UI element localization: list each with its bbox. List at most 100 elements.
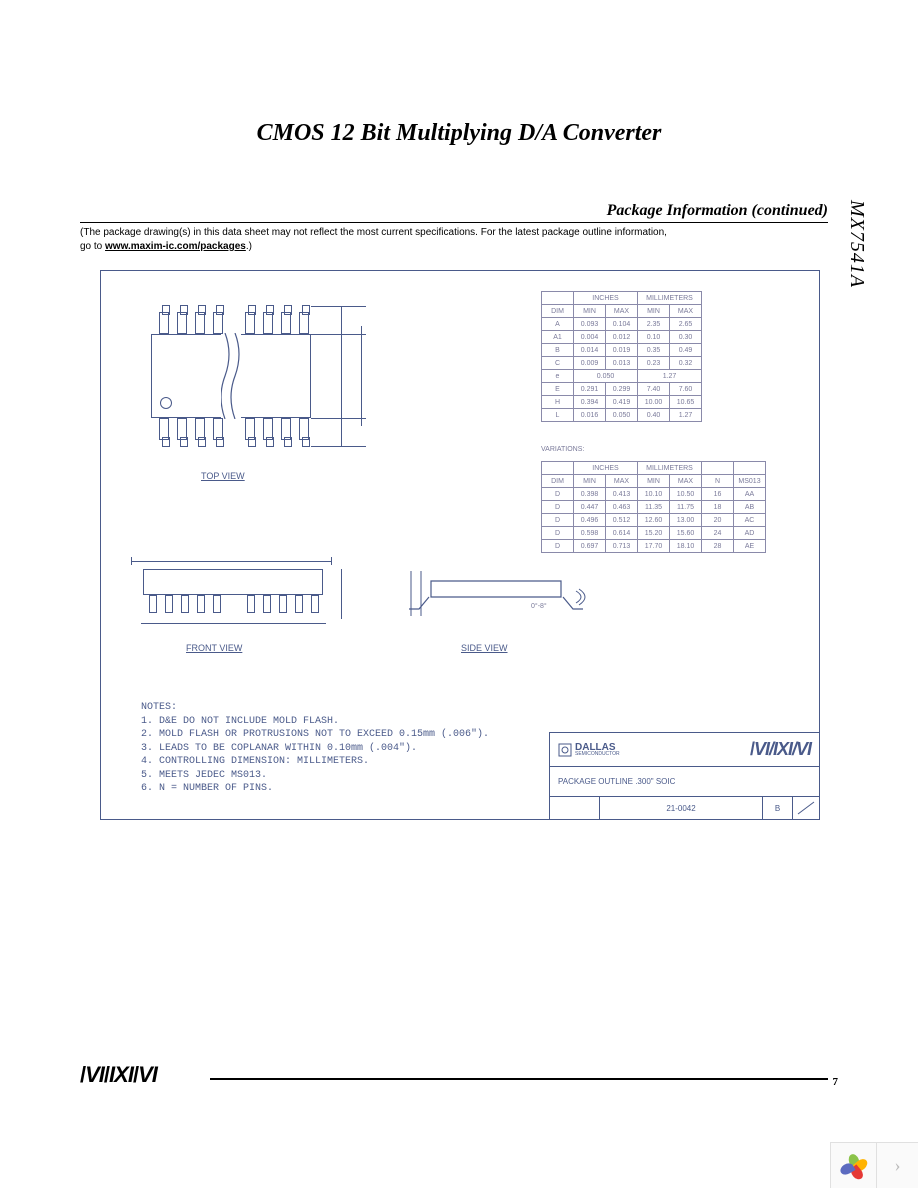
front-pin xyxy=(295,595,303,613)
table-row: H0.3940.41910.0010.65 xyxy=(542,396,702,409)
table-cell: 10.50 xyxy=(670,488,702,501)
table-row: e0.0501.27 xyxy=(542,370,702,383)
table-cell: 0.394 xyxy=(574,396,606,409)
table-cell: 0.419 xyxy=(606,396,638,409)
table-header: DIM xyxy=(542,475,574,488)
ic-side-view: 0°-8° xyxy=(401,561,601,641)
front-pin xyxy=(247,595,255,613)
table-cell: C xyxy=(542,357,574,370)
table-row: D0.3980.41310.1010.5016AA xyxy=(542,488,766,501)
table-header: MIN xyxy=(574,475,606,488)
ic-pin xyxy=(281,312,291,334)
table-cell: 0.10 xyxy=(638,331,670,344)
front-pin xyxy=(263,595,271,613)
table-cell: 10.00 xyxy=(638,396,670,409)
dallas-icon xyxy=(558,743,572,757)
table-cell: 17.70 xyxy=(638,540,670,553)
table-cell: 0.050 xyxy=(606,409,638,422)
note-item: 5. MEETS JEDEC MS013. xyxy=(141,769,489,783)
table-cell: E xyxy=(542,383,574,396)
maxim-logo-small: /VIMAXIM/IXI/VI xyxy=(750,739,811,760)
table-cell: 11.75 xyxy=(670,501,702,514)
disclaimer-suffix: .) xyxy=(246,241,252,252)
table-cell: 18 xyxy=(702,501,734,514)
table-cell: 0.104 xyxy=(606,318,638,331)
dallas-sub: SEMICONDUCTOR xyxy=(575,752,620,757)
notes-block: NOTES: 1. D&E DO NOT INCLUDE MOLD FLASH.… xyxy=(141,701,489,796)
table-cell: 10.65 xyxy=(670,396,702,409)
ic-pin xyxy=(299,312,309,334)
table-cell: AE xyxy=(734,540,766,553)
table-cell: 0.004 xyxy=(574,331,606,344)
table-header: MIN xyxy=(638,305,670,318)
table-cell: 11.35 xyxy=(638,501,670,514)
footer-maxim-logo: /VI/IXI/VI xyxy=(80,1062,157,1088)
widget-next-arrow[interactable]: › xyxy=(876,1142,918,1188)
table-cell: AC xyxy=(734,514,766,527)
table-cell: 0.291 xyxy=(574,383,606,396)
doc-sheet xyxy=(793,797,819,819)
ic-pin xyxy=(263,418,273,440)
part-number-sidebar: MX7541A xyxy=(845,200,868,288)
front-pin xyxy=(149,595,157,613)
ic-top-view xyxy=(141,306,361,446)
table-row: C0.0090.0130.230.32 xyxy=(542,357,702,370)
table-cell: 0.23 xyxy=(638,357,670,370)
table-cell: 0.32 xyxy=(670,357,702,370)
table-cell: 0.013 xyxy=(606,357,638,370)
table-row: D0.6970.71317.7018.1028AE xyxy=(542,540,766,553)
dim-line xyxy=(341,306,342,446)
side-view-label: SIDE VIEW xyxy=(461,643,508,653)
table-row: D0.4960.51212.6013.0020AC xyxy=(542,514,766,527)
table-cell: 28 xyxy=(702,540,734,553)
table-cell: 0.014 xyxy=(574,344,606,357)
ic-pin xyxy=(245,312,255,334)
disclaimer-text: (The package drawing(s) in this data she… xyxy=(80,226,828,254)
widget-logo-icon[interactable] xyxy=(830,1142,876,1188)
note-item: 6. N = NUMBER OF PINS. xyxy=(141,782,489,796)
table-cell: 0.598 xyxy=(574,527,606,540)
table-cell: 0.512 xyxy=(606,514,638,527)
table-cell: D xyxy=(542,540,574,553)
table-header: MS013 xyxy=(734,475,766,488)
note-item: 1. D&E DO NOT INCLUDE MOLD FLASH. xyxy=(141,715,489,729)
table-header: MAX xyxy=(670,305,702,318)
table-row: D0.4470.46311.3511.7518AB xyxy=(542,501,766,514)
table-cell: 13.00 xyxy=(670,514,702,527)
doc-number: 21-0042 xyxy=(600,797,763,819)
dim-line xyxy=(331,557,332,565)
table-cell: 2.65 xyxy=(670,318,702,331)
front-pin xyxy=(165,595,173,613)
ic-pin xyxy=(245,418,255,440)
table-cell: e xyxy=(542,370,574,383)
table-cell: 15.60 xyxy=(670,527,702,540)
packages-link[interactable]: www.maxim-ic.com/packages xyxy=(105,241,246,252)
table-row: E0.2910.2997.407.60 xyxy=(542,383,702,396)
table-cell: 0.713 xyxy=(606,540,638,553)
table-header: MIN xyxy=(638,475,670,488)
table-cell: AB xyxy=(734,501,766,514)
dim-line xyxy=(361,326,362,426)
dim-line xyxy=(131,557,132,565)
table-header: MAX xyxy=(606,305,638,318)
dim-line xyxy=(311,418,366,419)
table-cell: 0.447 xyxy=(574,501,606,514)
table-cell: H xyxy=(542,396,574,409)
table-cell: 0.019 xyxy=(606,344,638,357)
front-body-outline xyxy=(143,569,323,595)
table-cell: 1.27 xyxy=(638,370,702,383)
table-cell: B xyxy=(542,344,574,357)
table-cell: 24 xyxy=(702,527,734,540)
ic-pin xyxy=(177,312,187,334)
ic-pin xyxy=(177,418,187,440)
title-block: DALLAS SEMICONDUCTOR /VIMAXIM/IXI/VI PAC… xyxy=(549,732,819,819)
table-cell: D xyxy=(542,488,574,501)
disclaimer-line1: (The package drawing(s) in this data she… xyxy=(80,227,667,238)
dimensions-table-2: INCHESMILLIMETERS DIMMINMAXMINMAXNMS013 … xyxy=(541,461,766,553)
table-cell: 0.016 xyxy=(574,409,606,422)
table-cell: 15.20 xyxy=(638,527,670,540)
t2-unit-in: INCHES xyxy=(574,462,638,475)
ic-front-view xyxy=(131,551,361,641)
t1-unit-in: INCHES xyxy=(574,292,638,305)
table-cell: 0.496 xyxy=(574,514,606,527)
